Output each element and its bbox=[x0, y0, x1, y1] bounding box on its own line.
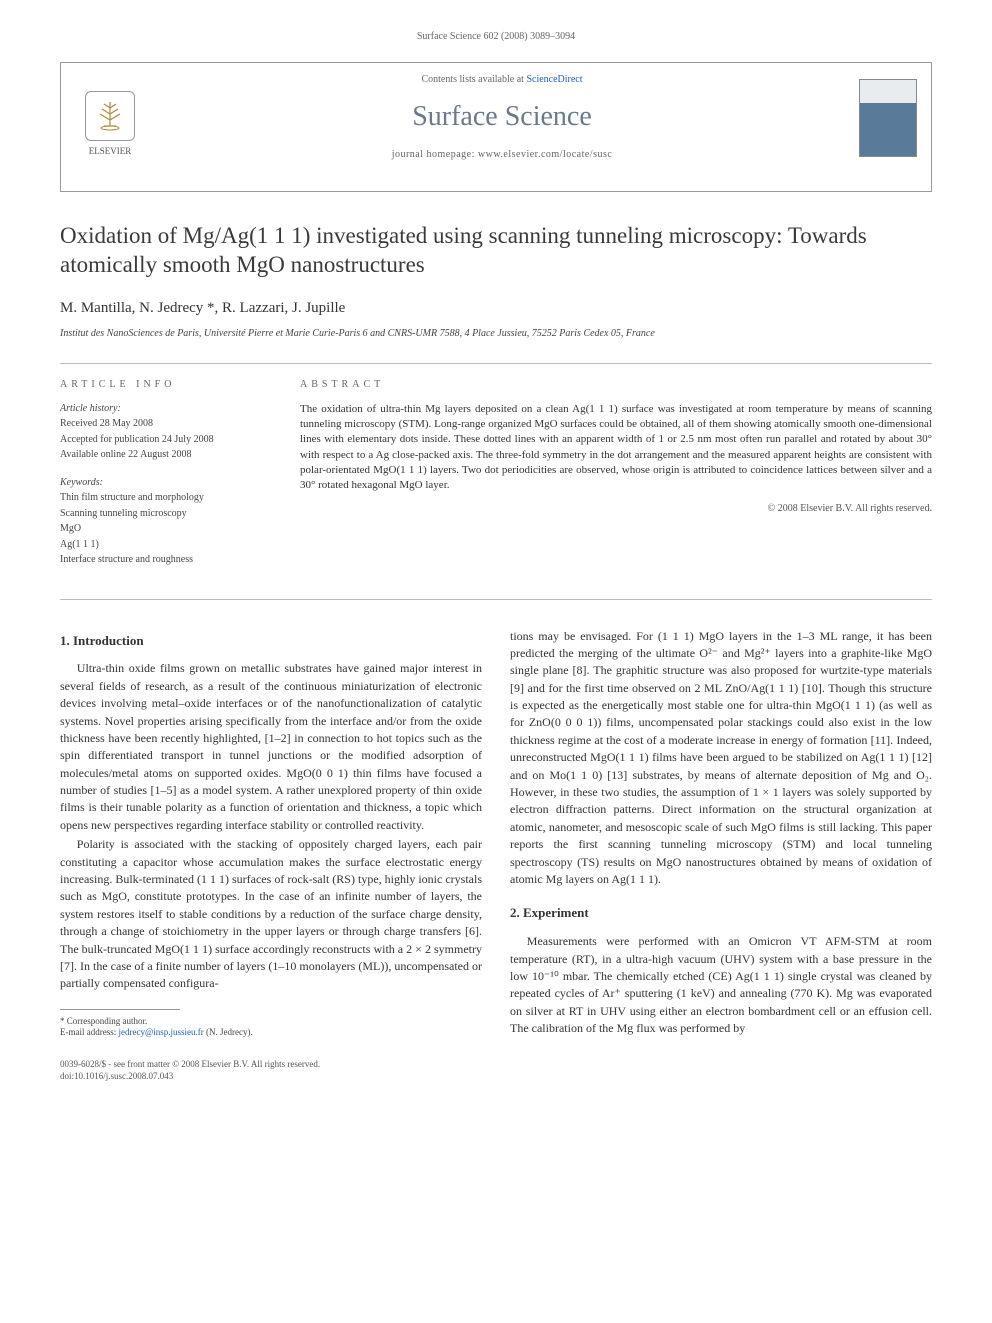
footnote-corr: * Corresponding author. bbox=[60, 1016, 482, 1028]
history-received: Received 28 May 2008 bbox=[60, 417, 270, 431]
article-title: Oxidation of Mg/Ag(1 1 1) investigated u… bbox=[60, 222, 932, 280]
footnote-email-who: (N. Jedrecy). bbox=[204, 1027, 253, 1037]
front-matter-line: 0039-6028/$ - see front matter © 2008 El… bbox=[60, 1059, 932, 1071]
keyword: Interface structure and roughness bbox=[60, 553, 270, 567]
doi-line: doi:10.1016/j.susc.2008.07.043 bbox=[60, 1071, 932, 1083]
author-list: M. Mantilla, N. Jedrecy *, R. Lazzari, J… bbox=[60, 298, 932, 319]
affiliation: Institut des NanoSciences de Paris, Univ… bbox=[60, 327, 932, 341]
keyword: Ag(1 1 1) bbox=[60, 538, 270, 552]
contents-prefix: Contents lists available at bbox=[421, 74, 526, 85]
body-paragraph: tions may be envisaged. For (1 1 1) MgO … bbox=[510, 628, 932, 889]
journal-cover-thumbnail bbox=[859, 79, 917, 157]
front-matter-footer: 0039-6028/$ - see front matter © 2008 El… bbox=[60, 1059, 932, 1082]
footnote-rule bbox=[60, 1009, 180, 1010]
section-heading-introduction: 1. Introduction bbox=[60, 632, 482, 651]
journal-title: Surface Science bbox=[145, 97, 859, 136]
history-label: Article history: bbox=[60, 402, 270, 416]
footnote-email-link[interactable]: jedrecy@insp.jussieu.fr bbox=[118, 1027, 203, 1037]
abstract-heading: ABSTRACT bbox=[300, 378, 932, 392]
body-paragraph: Measurements were performed with an Omic… bbox=[510, 933, 932, 1037]
history-online: Available online 22 August 2008 bbox=[60, 448, 270, 462]
abstract-copyright: © 2008 Elsevier B.V. All rights reserved… bbox=[300, 502, 932, 516]
publisher-logo: ELSEVIER bbox=[75, 78, 145, 158]
elsevier-tree-icon bbox=[85, 91, 135, 141]
footnote-email-label: E-mail address: bbox=[60, 1027, 118, 1037]
article-body: 1. Introduction Ultra-thin oxide films g… bbox=[60, 628, 932, 1040]
contents-line: Contents lists available at ScienceDirec… bbox=[145, 73, 859, 87]
keyword: MgO bbox=[60, 522, 270, 536]
running-header: Surface Science 602 (2008) 3089–3094 bbox=[60, 30, 932, 44]
journal-header-box: ELSEVIER Contents lists available at Sci… bbox=[60, 62, 932, 192]
publisher-name: ELSEVIER bbox=[89, 145, 132, 158]
keyword: Thin film structure and morphology bbox=[60, 491, 270, 505]
corresponding-author-footnote: * Corresponding author. E-mail address: … bbox=[60, 1016, 482, 1039]
section-heading-experiment: 2. Experiment bbox=[510, 904, 932, 923]
abstract-text: The oxidation of ultra-thin Mg layers de… bbox=[300, 402, 932, 494]
rule-bottom bbox=[60, 599, 932, 600]
body-paragraph: Polarity is associated with the stacking… bbox=[60, 836, 482, 993]
history-accepted: Accepted for publication 24 July 2008 bbox=[60, 433, 270, 447]
keywords-label: Keywords: bbox=[60, 476, 270, 490]
body-paragraph: Ultra-thin oxide films grown on metallic… bbox=[60, 660, 482, 834]
article-info-heading: ARTICLE INFO bbox=[60, 378, 270, 392]
sciencedirect-link[interactable]: ScienceDirect bbox=[526, 74, 582, 85]
journal-homepage: journal homepage: www.elsevier.com/locat… bbox=[145, 148, 859, 162]
keyword: Scanning tunneling microscopy bbox=[60, 507, 270, 521]
